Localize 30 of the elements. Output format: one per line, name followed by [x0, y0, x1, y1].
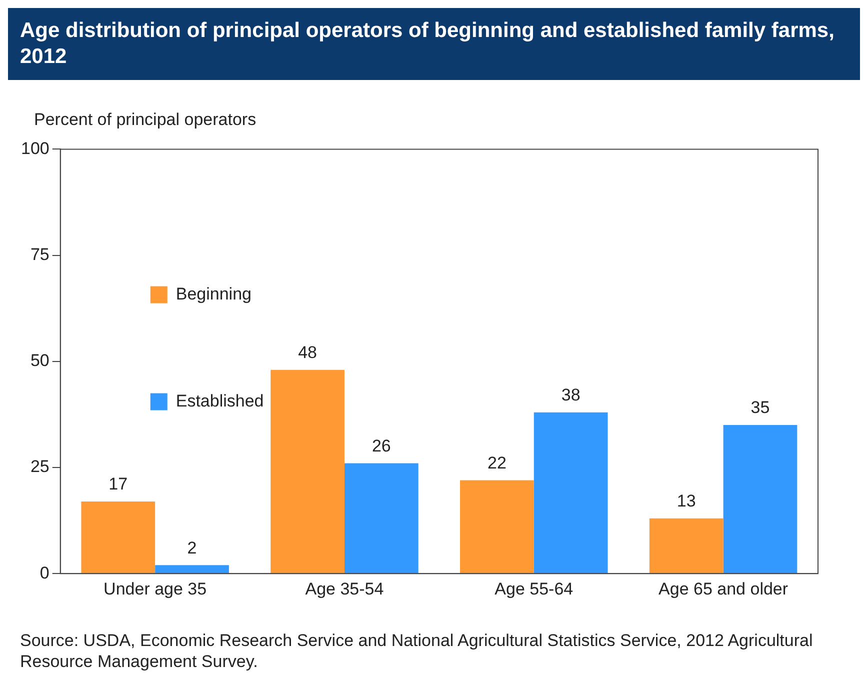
source-note: Source: USDA, Economic Research Service and National Agricultural Statistics Service, 2012 Agricultural Resource Management Survey.: [19, 630, 814, 672]
bar: [270, 370, 344, 574]
data-label: 35: [750, 398, 770, 418]
y-tick-label: 0: [40, 563, 50, 582]
bar: [460, 480, 534, 574]
bar: [723, 425, 798, 574]
y-axis-title: Percent of principal operators: [33, 109, 258, 131]
x-tick-label: Age 55-64: [494, 579, 574, 598]
data-label: 13: [676, 492, 696, 511]
x-tick-label: Under age 35: [104, 579, 207, 598]
data-label: 2: [187, 538, 197, 558]
y-tick-label: 50: [30, 351, 50, 370]
x-tick-label: Age 35-54: [305, 579, 384, 598]
y-tick-label: 25: [30, 457, 50, 476]
legend-label: Established: [176, 391, 264, 410]
y-tick-label: 75: [30, 244, 50, 264]
x-tick-label: Age 65 and older: [658, 579, 788, 598]
legend-label: Beginning: [176, 284, 252, 304]
bar: [344, 463, 418, 574]
bar: [534, 412, 608, 574]
data-label: 26: [372, 436, 391, 456]
bar: [649, 518, 724, 574]
y-tick-label: 100: [20, 138, 50, 158]
chart-title: Age distribution of principal operators of beginning and established family farms, 2012: [8, 8, 860, 80]
data-label: 17: [108, 474, 128, 494]
data-label: 38: [561, 386, 580, 405]
data-label: 48: [298, 343, 318, 362]
data-label: 22: [487, 453, 506, 472]
bar: [81, 501, 156, 574]
bar: [155, 565, 229, 574]
